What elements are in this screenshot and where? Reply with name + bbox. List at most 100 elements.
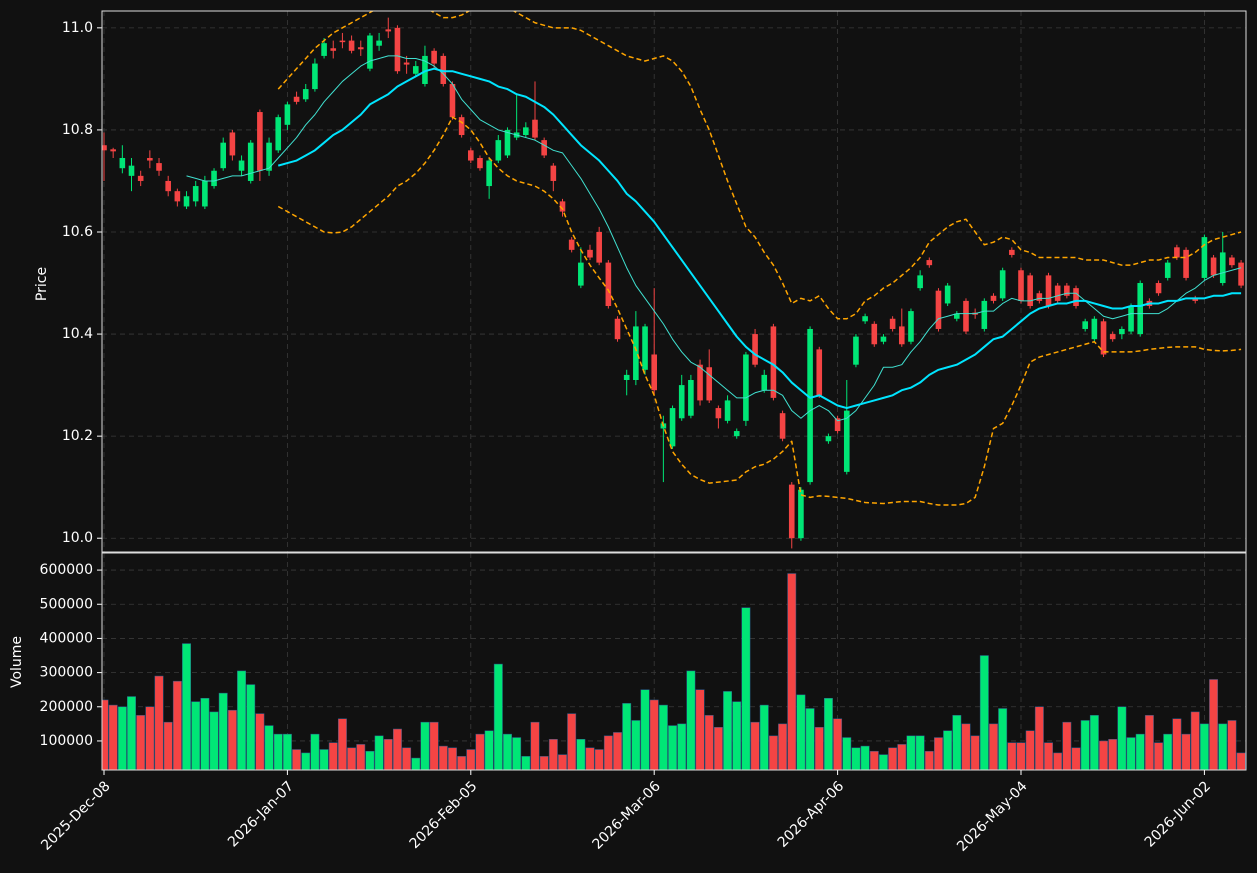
y-tick-label: 10.4 xyxy=(62,326,93,342)
volume-bar xyxy=(677,723,687,770)
candle-body xyxy=(1009,249,1015,255)
volume-bar xyxy=(521,756,531,770)
volume-bar xyxy=(1227,720,1237,770)
volume-bar xyxy=(924,750,934,770)
candle-body xyxy=(651,354,657,391)
volume-bar xyxy=(273,733,283,770)
volume-bar xyxy=(512,737,522,770)
volume-bar xyxy=(466,749,476,770)
candle-body xyxy=(422,55,428,84)
candle-body xyxy=(568,239,575,250)
volume-bar xyxy=(374,735,384,770)
panel-frame xyxy=(101,552,1247,771)
candle-body xyxy=(312,63,318,90)
candle-body xyxy=(715,408,722,419)
candle-body xyxy=(862,316,868,322)
volume-bar xyxy=(750,721,760,770)
candle-body xyxy=(238,160,245,171)
volume-bar xyxy=(998,708,1008,770)
y-tick-label: 10.6 xyxy=(62,224,93,240)
volume-bar xyxy=(200,697,210,770)
indicator-line xyxy=(277,116,1242,506)
volume-bar xyxy=(1053,752,1063,770)
volume-bar xyxy=(292,749,302,770)
candle-body xyxy=(302,89,309,100)
volume-bar xyxy=(172,680,182,770)
candle-body xyxy=(1082,321,1088,329)
volume-bar xyxy=(906,735,916,770)
volume-bar xyxy=(1135,733,1145,770)
volume-bar xyxy=(1209,679,1219,770)
candle-body xyxy=(367,35,373,69)
volume-bar xyxy=(328,742,338,770)
candle-body xyxy=(724,400,731,421)
candle-body xyxy=(1018,270,1024,301)
candle-body xyxy=(944,285,951,304)
candle-body xyxy=(1137,283,1144,335)
candle-body xyxy=(165,180,171,192)
candle-body xyxy=(743,354,749,421)
candle-body xyxy=(339,40,346,43)
volume-bar xyxy=(732,701,742,770)
volume-bar xyxy=(182,643,191,770)
candle-body xyxy=(102,145,107,151)
candle-body xyxy=(174,191,181,202)
volume-bar xyxy=(842,737,852,770)
y-tick-label: 10.8 xyxy=(62,122,93,138)
candle-body xyxy=(1201,237,1208,278)
candle-body xyxy=(330,48,337,51)
candle-body xyxy=(871,323,878,345)
volume-bar xyxy=(429,721,439,770)
volume-bar xyxy=(530,721,540,770)
volume-bar xyxy=(209,711,219,770)
volume-bar xyxy=(163,721,173,770)
volume-bar xyxy=(539,756,549,770)
volume-bar xyxy=(567,713,577,770)
candle-body xyxy=(1045,275,1052,306)
candle-body xyxy=(137,175,144,181)
volume-bar xyxy=(1016,742,1026,770)
y-tick-label: 200000 xyxy=(40,699,93,715)
volume-bar xyxy=(1007,742,1017,770)
volume-bar xyxy=(814,727,824,770)
candle-body xyxy=(981,300,988,329)
candle-body xyxy=(1210,257,1217,276)
candle-body xyxy=(1219,252,1226,284)
candle-body xyxy=(1183,249,1189,278)
volume-bar xyxy=(934,737,943,770)
volume-bar xyxy=(448,747,457,770)
candle-body xyxy=(596,231,602,263)
volume-bar xyxy=(640,689,650,770)
candle-body xyxy=(1128,305,1134,332)
candle-body xyxy=(1064,285,1070,296)
candle-body xyxy=(541,140,547,156)
y-tick-label: 11.0 xyxy=(62,20,93,36)
volume-bar xyxy=(897,744,907,770)
volume-bar xyxy=(1108,738,1118,770)
volume-bar xyxy=(723,691,733,770)
candle-body xyxy=(843,410,850,472)
volume-bar xyxy=(1236,752,1246,770)
candle-body xyxy=(954,313,960,319)
candle-body xyxy=(449,83,456,118)
volume-bar xyxy=(347,747,357,770)
volume-bar xyxy=(860,745,870,770)
volume-bar xyxy=(1099,740,1108,770)
y-tick-label: 10.2 xyxy=(62,428,93,444)
volume-bar xyxy=(1117,706,1127,770)
volume-bar xyxy=(356,744,366,770)
volume-bar xyxy=(1172,718,1182,770)
candle-body xyxy=(990,295,997,301)
volume-bar xyxy=(686,670,696,770)
panel xyxy=(102,11,1246,552)
volume-bar xyxy=(1034,706,1044,770)
volume-bar xyxy=(383,738,393,770)
volume-bar xyxy=(227,709,237,770)
candle-body xyxy=(229,132,236,156)
volume-bar xyxy=(1044,742,1053,770)
candle-body xyxy=(532,119,538,138)
volume-bar xyxy=(869,750,879,770)
volume-bar xyxy=(1154,742,1163,770)
candle-body xyxy=(605,262,612,306)
volume-bar xyxy=(915,735,925,770)
